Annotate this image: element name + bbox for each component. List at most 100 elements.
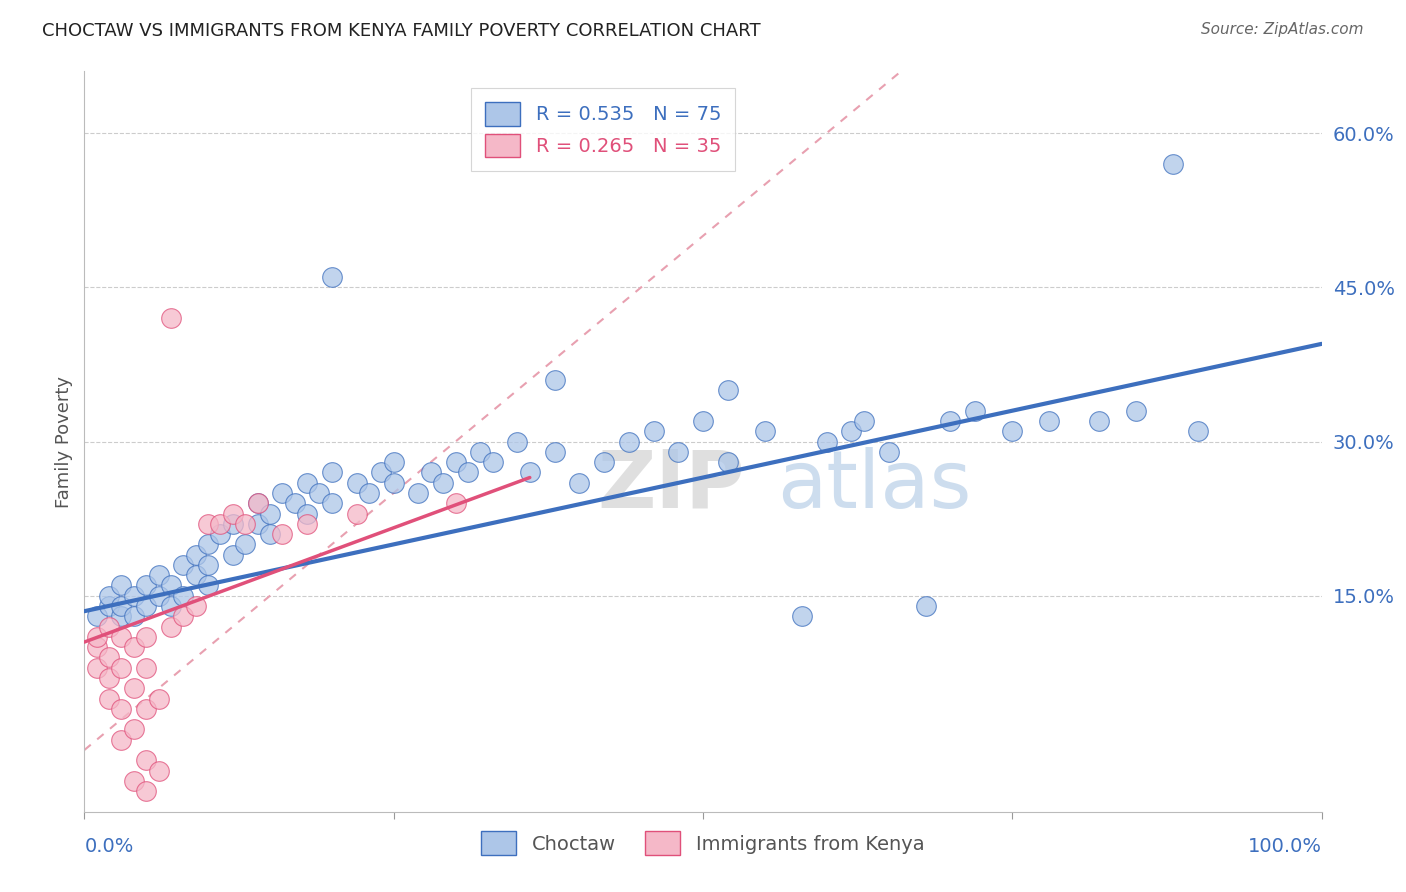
Point bbox=[197, 516, 219, 531]
Point bbox=[346, 507, 368, 521]
Point bbox=[148, 568, 170, 582]
Point bbox=[184, 599, 207, 613]
Point bbox=[110, 630, 132, 644]
Point bbox=[717, 383, 740, 397]
Point bbox=[692, 414, 714, 428]
Point bbox=[184, 548, 207, 562]
Point bbox=[370, 466, 392, 480]
Text: CHOCTAW VS IMMIGRANTS FROM KENYA FAMILY POVERTY CORRELATION CHART: CHOCTAW VS IMMIGRANTS FROM KENYA FAMILY … bbox=[42, 22, 761, 40]
Point bbox=[481, 455, 503, 469]
Point bbox=[346, 475, 368, 490]
Point bbox=[939, 414, 962, 428]
Point bbox=[110, 732, 132, 747]
Point bbox=[470, 445, 492, 459]
Point bbox=[506, 434, 529, 449]
Point bbox=[444, 455, 467, 469]
Point bbox=[172, 609, 194, 624]
Point bbox=[246, 496, 269, 510]
Point bbox=[135, 784, 157, 798]
Point bbox=[135, 599, 157, 613]
Point bbox=[148, 589, 170, 603]
Point bbox=[160, 578, 183, 592]
Point bbox=[110, 599, 132, 613]
Point bbox=[197, 558, 219, 572]
Point bbox=[717, 455, 740, 469]
Point bbox=[222, 548, 245, 562]
Point bbox=[1001, 424, 1024, 438]
Point bbox=[122, 773, 145, 788]
Point bbox=[643, 424, 665, 438]
Point bbox=[160, 599, 183, 613]
Point bbox=[197, 578, 219, 592]
Point bbox=[110, 661, 132, 675]
Point bbox=[841, 424, 863, 438]
Point bbox=[122, 609, 145, 624]
Point bbox=[259, 507, 281, 521]
Point bbox=[233, 516, 256, 531]
Point bbox=[98, 589, 121, 603]
Point bbox=[295, 507, 318, 521]
Point bbox=[148, 764, 170, 778]
Point bbox=[1038, 414, 1060, 428]
Point bbox=[914, 599, 936, 613]
Point bbox=[419, 466, 441, 480]
Point bbox=[184, 568, 207, 582]
Point bbox=[543, 445, 565, 459]
Point bbox=[98, 620, 121, 634]
Text: 0.0%: 0.0% bbox=[84, 838, 134, 856]
Point bbox=[308, 486, 330, 500]
Text: atlas: atlas bbox=[778, 447, 972, 525]
Point bbox=[110, 578, 132, 592]
Point bbox=[86, 661, 108, 675]
Point bbox=[135, 753, 157, 767]
Point bbox=[543, 373, 565, 387]
Point bbox=[321, 270, 343, 285]
Point bbox=[1125, 403, 1147, 417]
Point bbox=[444, 496, 467, 510]
Point bbox=[965, 403, 987, 417]
Point bbox=[98, 650, 121, 665]
Point bbox=[172, 589, 194, 603]
Point bbox=[233, 537, 256, 551]
Point bbox=[321, 496, 343, 510]
Point bbox=[382, 455, 405, 469]
Point bbox=[382, 475, 405, 490]
Point bbox=[222, 516, 245, 531]
Point bbox=[86, 609, 108, 624]
Point bbox=[122, 589, 145, 603]
Point bbox=[222, 507, 245, 521]
Point bbox=[519, 466, 541, 480]
Point bbox=[408, 486, 430, 500]
Point bbox=[271, 486, 294, 500]
Point bbox=[295, 516, 318, 531]
Point bbox=[432, 475, 454, 490]
Point bbox=[754, 424, 776, 438]
Point bbox=[246, 516, 269, 531]
Point bbox=[197, 537, 219, 551]
Point bbox=[110, 609, 132, 624]
Point bbox=[98, 691, 121, 706]
Point bbox=[815, 434, 838, 449]
Y-axis label: Family Poverty: Family Poverty bbox=[55, 376, 73, 508]
Point bbox=[617, 434, 640, 449]
Point bbox=[86, 640, 108, 655]
Point bbox=[321, 466, 343, 480]
Point bbox=[852, 414, 875, 428]
Point bbox=[457, 466, 479, 480]
Point bbox=[357, 486, 380, 500]
Point bbox=[271, 527, 294, 541]
Text: Source: ZipAtlas.com: Source: ZipAtlas.com bbox=[1201, 22, 1364, 37]
Text: 100.0%: 100.0% bbox=[1247, 838, 1322, 856]
Point bbox=[209, 527, 232, 541]
Point bbox=[135, 578, 157, 592]
Point bbox=[666, 445, 689, 459]
Point bbox=[1187, 424, 1209, 438]
Point bbox=[593, 455, 616, 469]
Point bbox=[135, 661, 157, 675]
Point bbox=[122, 681, 145, 696]
Point bbox=[259, 527, 281, 541]
Text: ZIP: ZIP bbox=[598, 447, 745, 525]
Point bbox=[122, 640, 145, 655]
Point bbox=[110, 702, 132, 716]
Point bbox=[284, 496, 307, 510]
